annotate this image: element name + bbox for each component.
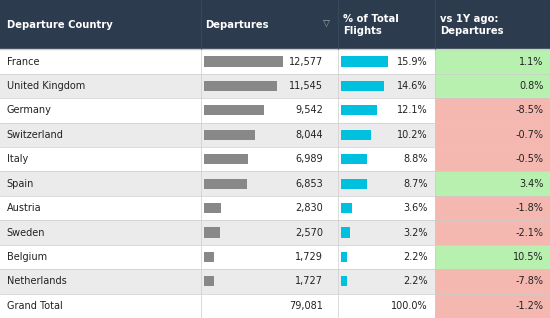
Text: Grand Total: Grand Total — [7, 301, 62, 311]
Bar — [204, 56, 283, 67]
Bar — [204, 105, 264, 115]
Text: 0.8%: 0.8% — [519, 81, 543, 91]
Bar — [434, 122, 550, 147]
Text: ▽: ▽ — [323, 20, 329, 29]
Text: Switzerland: Switzerland — [7, 130, 63, 140]
Bar — [341, 154, 367, 164]
Text: 12.1%: 12.1% — [397, 105, 428, 115]
Bar — [0, 0, 550, 49]
Bar — [0, 49, 434, 74]
Text: 9,542: 9,542 — [295, 105, 323, 115]
Bar — [341, 56, 388, 67]
Text: 2.2%: 2.2% — [403, 276, 428, 286]
Bar — [434, 74, 550, 98]
Bar — [0, 122, 434, 147]
Bar — [341, 81, 384, 91]
Text: 1.1%: 1.1% — [519, 57, 543, 66]
Text: 14.6%: 14.6% — [398, 81, 428, 91]
Text: 10.2%: 10.2% — [397, 130, 428, 140]
Bar — [0, 98, 434, 122]
Bar — [341, 178, 367, 189]
Text: -7.8%: -7.8% — [515, 276, 543, 286]
Text: -8.5%: -8.5% — [515, 105, 543, 115]
Text: 10.5%: 10.5% — [513, 252, 543, 262]
Text: 3.4%: 3.4% — [519, 179, 543, 189]
Text: France: France — [7, 57, 39, 66]
Bar — [434, 245, 550, 269]
Text: -1.8%: -1.8% — [515, 203, 543, 213]
Bar — [0, 196, 434, 220]
Text: vs 1Y ago:
Departures: vs 1Y ago: Departures — [440, 14, 503, 36]
Text: United Kingdom: United Kingdom — [7, 81, 85, 91]
Text: 3.2%: 3.2% — [403, 227, 428, 238]
Text: 15.9%: 15.9% — [397, 57, 428, 66]
Text: Sweden: Sweden — [7, 227, 45, 238]
Text: Belgium: Belgium — [7, 252, 47, 262]
Bar — [341, 203, 351, 213]
Bar — [0, 171, 434, 196]
Bar — [434, 147, 550, 171]
Text: 2,570: 2,570 — [295, 227, 323, 238]
Text: -2.1%: -2.1% — [515, 227, 543, 238]
Bar — [341, 227, 350, 238]
Text: % of Total
Flights: % of Total Flights — [343, 14, 398, 36]
Bar — [0, 220, 434, 245]
Text: Germany: Germany — [7, 105, 52, 115]
Bar — [204, 276, 214, 287]
Text: -0.7%: -0.7% — [515, 130, 543, 140]
Bar — [204, 252, 214, 262]
Text: -1.2%: -1.2% — [515, 301, 543, 311]
Bar — [341, 252, 348, 262]
Text: 6,853: 6,853 — [295, 179, 323, 189]
Text: 8.7%: 8.7% — [403, 179, 428, 189]
Bar — [204, 81, 277, 91]
Bar — [434, 294, 550, 318]
Bar — [0, 74, 434, 98]
Bar — [204, 203, 222, 213]
Text: Spain: Spain — [7, 179, 34, 189]
Text: 6,989: 6,989 — [295, 154, 323, 164]
Bar — [434, 269, 550, 294]
Text: 12,577: 12,577 — [289, 57, 323, 66]
Bar — [0, 147, 434, 171]
Text: Austria: Austria — [7, 203, 41, 213]
Bar — [204, 178, 247, 189]
Text: 2.2%: 2.2% — [403, 252, 428, 262]
Text: 8.8%: 8.8% — [404, 154, 428, 164]
Text: 1,727: 1,727 — [295, 276, 323, 286]
Bar — [434, 220, 550, 245]
Text: 2,830: 2,830 — [295, 203, 323, 213]
Text: -0.5%: -0.5% — [515, 154, 543, 164]
Bar — [204, 154, 248, 164]
Text: 11,545: 11,545 — [289, 81, 323, 91]
Bar — [341, 130, 371, 140]
Bar — [0, 269, 434, 294]
Bar — [0, 294, 434, 318]
Bar — [0, 245, 434, 269]
Text: 79,081: 79,081 — [289, 301, 323, 311]
Bar — [341, 276, 348, 287]
Text: Italy: Italy — [7, 154, 28, 164]
Bar — [204, 130, 255, 140]
Bar — [434, 98, 550, 122]
Bar — [434, 196, 550, 220]
Text: 100.0%: 100.0% — [391, 301, 428, 311]
Text: 1,729: 1,729 — [295, 252, 323, 262]
Text: Departure Country: Departure Country — [7, 20, 112, 30]
Text: Departures: Departures — [205, 20, 268, 30]
Text: Netherlands: Netherlands — [7, 276, 67, 286]
Bar — [204, 227, 220, 238]
Bar — [434, 171, 550, 196]
Bar — [434, 49, 550, 74]
Text: 3.6%: 3.6% — [404, 203, 428, 213]
Text: 8,044: 8,044 — [295, 130, 323, 140]
Bar — [341, 105, 377, 115]
